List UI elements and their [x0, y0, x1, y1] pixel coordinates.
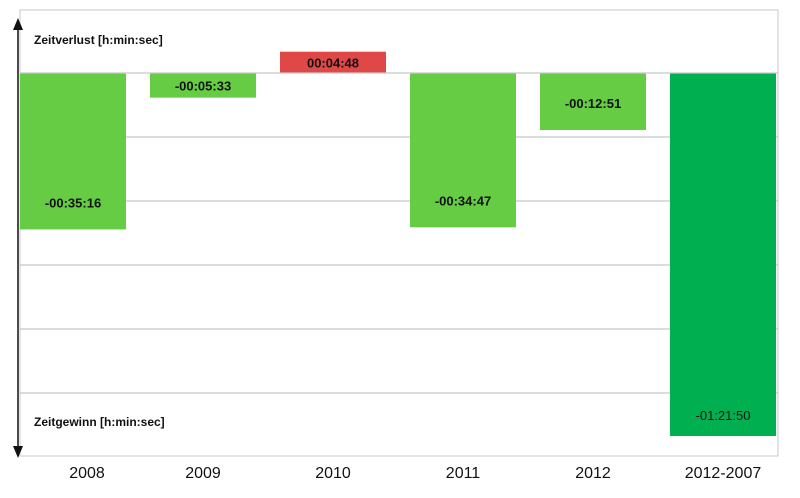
category-label-2008: 2008	[69, 465, 105, 482]
value-label-2010: 00:04:48	[307, 55, 359, 70]
bar-2011	[410, 73, 516, 228]
category-labels: 2008 2009 2010 2011 2012 2012-2007	[69, 465, 761, 482]
category-label-2012-2007: 2012-2007	[685, 465, 762, 482]
value-label-2009: -00:05:33	[175, 78, 231, 93]
arrow-down-icon	[13, 446, 23, 458]
vertical-arrow	[13, 18, 23, 458]
arrow-up-icon	[13, 18, 23, 30]
gridlines	[19, 9, 779, 457]
loss-axis-label: Zeitverlust [h:min:sec]	[34, 33, 163, 47]
bar-2010	[280, 51, 386, 73]
bar-2009	[150, 73, 256, 98]
category-label-2012: 2012	[575, 465, 611, 482]
gain-axis-label: Zeitgewinn [h:min:sec]	[34, 415, 165, 429]
bar-2012-2007	[670, 73, 776, 436]
bar-labels: -00:35:16 -00:05:33 00:04:48 -00:34:47 -00:1…	[45, 55, 751, 423]
bars	[20, 51, 776, 436]
bar-2012	[540, 73, 646, 131]
category-label-2010: 2010	[315, 465, 351, 482]
category-label-2011: 2011	[446, 465, 481, 482]
value-label-2011: -00:34:47	[435, 193, 491, 208]
bar-2008	[20, 73, 126, 230]
value-label-2008: -00:35:16	[45, 195, 101, 210]
plot-frame	[19, 9, 779, 457]
value-label-2012: -00:12:51	[565, 96, 621, 111]
category-label-2009: 2009	[185, 465, 221, 482]
value-label-2012-2007: -01:21:50	[696, 408, 751, 423]
